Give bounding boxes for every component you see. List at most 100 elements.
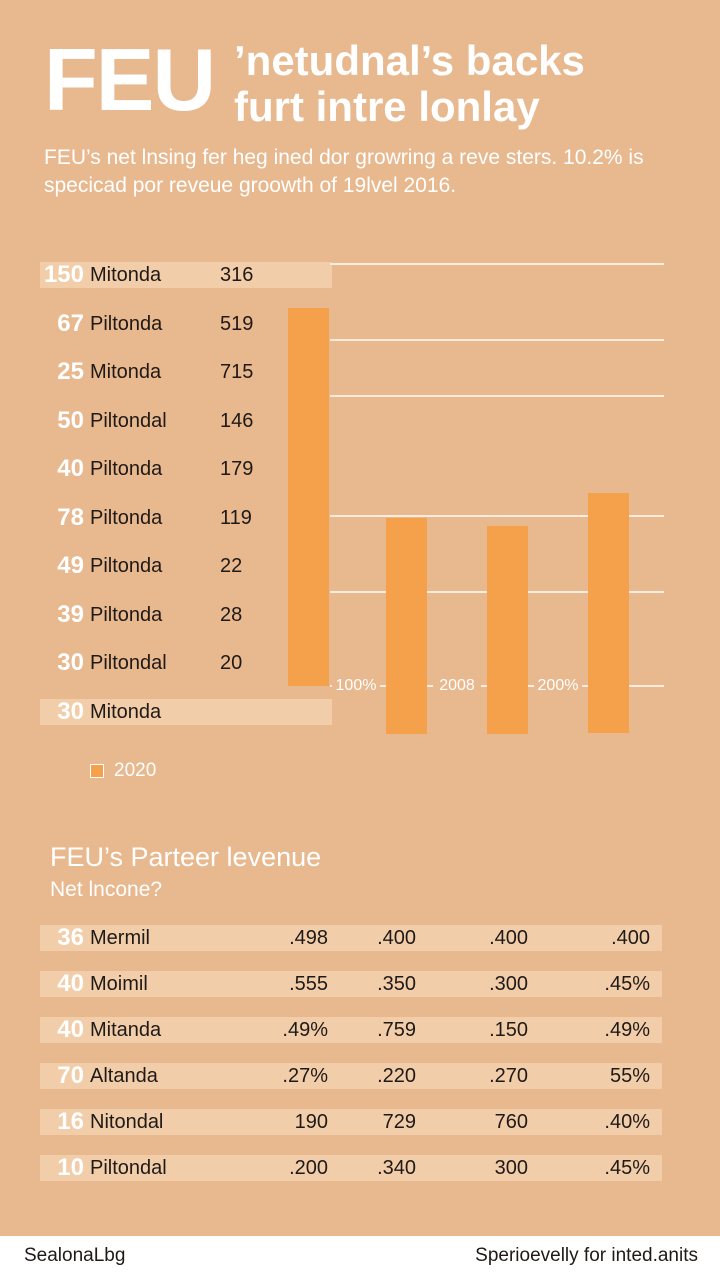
- table-cell: .300: [489, 973, 528, 995]
- row-number: 30: [57, 697, 84, 725]
- row-number: 30: [57, 649, 84, 676]
- baseline-label-bg: [534, 673, 582, 695]
- row-label: Mermil: [90, 927, 150, 949]
- row-number: 78: [57, 503, 84, 531]
- table-cell: .400: [377, 927, 416, 949]
- table-cell: .759: [377, 1019, 416, 1041]
- table-row: 70 Altanda .27% .220 .270 55%: [40, 1063, 662, 1089]
- row-label: Mitonda: [90, 264, 162, 286]
- header: FEU ’netudnal’s backs furt intre lonlay: [44, 34, 684, 134]
- headline: ’netudnal’s backs furt intre lonlay: [234, 37, 585, 130]
- table-row: 40 Mitanda .49% .759 .150 .49%: [40, 1017, 662, 1043]
- table-cell: .220: [377, 1065, 416, 1087]
- list-item: 150 Mitonda 316: [40, 262, 332, 288]
- table-cell: 55%: [609, 1065, 650, 1087]
- row-number: 50: [57, 406, 84, 434]
- row-label: Mitanda: [90, 1019, 162, 1041]
- row-value: 146: [220, 409, 254, 432]
- table-cell: .200: [289, 1157, 328, 1179]
- baseline-label-bg: [332, 673, 380, 695]
- table-row: 40 Moimil .555 .350 .300 .45%: [40, 971, 662, 997]
- baseline-label-bg: [433, 673, 481, 695]
- row-number: 40: [57, 970, 84, 997]
- bar: [487, 526, 528, 734]
- row-label: Piltonda: [90, 506, 163, 529]
- list-item: 50 Piltondal 146: [40, 406, 332, 434]
- row-value: 20: [220, 652, 243, 674]
- row-value: 22: [220, 555, 243, 577]
- row-number: 70: [57, 1062, 84, 1089]
- table-cell: .350: [377, 973, 416, 995]
- row-label: Mitonda: [90, 700, 162, 723]
- row-label: Piltonda: [90, 312, 163, 335]
- list-item: 40 Piltonda 179: [40, 456, 332, 482]
- footer: SealonaLbg Sperioevelly for inted.anits: [0, 1236, 720, 1280]
- section-subtitle: Net lncone?: [50, 878, 163, 901]
- row-value: 28: [220, 603, 243, 626]
- row-label: Altanda: [90, 1065, 158, 1087]
- table-cell: .45%: [604, 973, 650, 995]
- table-cell: 760: [494, 1111, 528, 1133]
- row-label: Moimil: [90, 973, 148, 995]
- table-cell: .498: [289, 927, 328, 949]
- table-cell: 190: [294, 1111, 328, 1133]
- row-number: 16: [57, 1108, 84, 1135]
- table-cell: 300: [494, 1157, 528, 1179]
- subtitle: FEU’s net lnsing fer heg ined dor growri…: [44, 146, 644, 197]
- table-cell: .27%: [282, 1065, 328, 1087]
- legend-swatch: [90, 764, 104, 778]
- footer-left-text: SealonaLbg: [24, 1245, 126, 1266]
- table-row: 36 Mermil .498 .400 .400 .400: [40, 925, 662, 951]
- legend-label: 2020: [114, 760, 157, 781]
- footer-right-text: Sperioevelly for inted.anits: [475, 1245, 698, 1266]
- list-item: 25 Mitonda 715: [40, 359, 332, 385]
- legend: 2020: [90, 760, 156, 782]
- table-cell: .400: [611, 927, 650, 949]
- baseline-label: 100%: [336, 677, 377, 694]
- left-row-list: 150 Mitonda 316 67 Piltonda 519 25 Mitonda 715…: [40, 262, 332, 747]
- list-item: 67 Piltonda 519: [40, 310, 332, 337]
- row-label: Piltondal: [90, 409, 167, 432]
- section-title: FEU’s Parteer levenue: [50, 842, 322, 872]
- row-value: 715: [220, 361, 254, 383]
- table-cell: 729: [382, 1111, 416, 1133]
- list-item: 78 Piltonda 119: [40, 503, 332, 531]
- row-number: 40: [57, 455, 84, 482]
- row-value: 179: [220, 458, 254, 480]
- baseline-label: 2008: [439, 677, 475, 694]
- row-number: 49: [57, 552, 84, 579]
- table-cell: .270: [489, 1065, 528, 1087]
- row-label: Mitonda: [90, 361, 162, 383]
- table-cell: .49%: [604, 1019, 650, 1041]
- table-row: 16 Nitondal 190 729 760 .40%: [40, 1109, 662, 1135]
- row-number: 25: [57, 358, 84, 385]
- list-item: 39 Piltonda 28: [40, 600, 332, 628]
- table-cell: .340: [377, 1157, 416, 1179]
- row-number: 10: [57, 1154, 84, 1181]
- row-label: Nitondal: [90, 1111, 164, 1133]
- brand-logo-text: FEU: [44, 30, 216, 129]
- data-table: 36 Mermil .498 .400 .400 .400 40 Moimil .555 .35…: [40, 925, 662, 1201]
- row-label: Piltonda: [90, 555, 163, 577]
- table-cell: .40%: [604, 1111, 650, 1133]
- row-number: 40: [57, 1016, 84, 1043]
- list-item: 49 Piltonda 22: [40, 553, 332, 579]
- row-label: Piltonda: [90, 458, 163, 480]
- row-value: 316: [220, 264, 254, 286]
- table-cell: .150: [489, 1019, 528, 1041]
- row-number: 150: [43, 261, 84, 288]
- row-value: 119: [220, 506, 252, 529]
- row-value: 519: [220, 312, 254, 335]
- table-cell: .400: [489, 927, 528, 949]
- row-number: 36: [57, 924, 84, 951]
- baseline-label: 200%: [538, 677, 579, 694]
- bar: [588, 493, 629, 733]
- bar: [386, 518, 427, 734]
- table-cell: .555: [289, 973, 328, 995]
- table-row: 10 Piltondal .200 .340 300 .45%: [40, 1155, 662, 1181]
- table-cell: .45%: [604, 1157, 650, 1179]
- list-item: 30 Piltondal 20: [40, 650, 332, 676]
- row-label: Piltonda: [90, 603, 163, 626]
- row-number: 39: [57, 600, 84, 628]
- list-item: 30 Mitonda: [40, 697, 332, 725]
